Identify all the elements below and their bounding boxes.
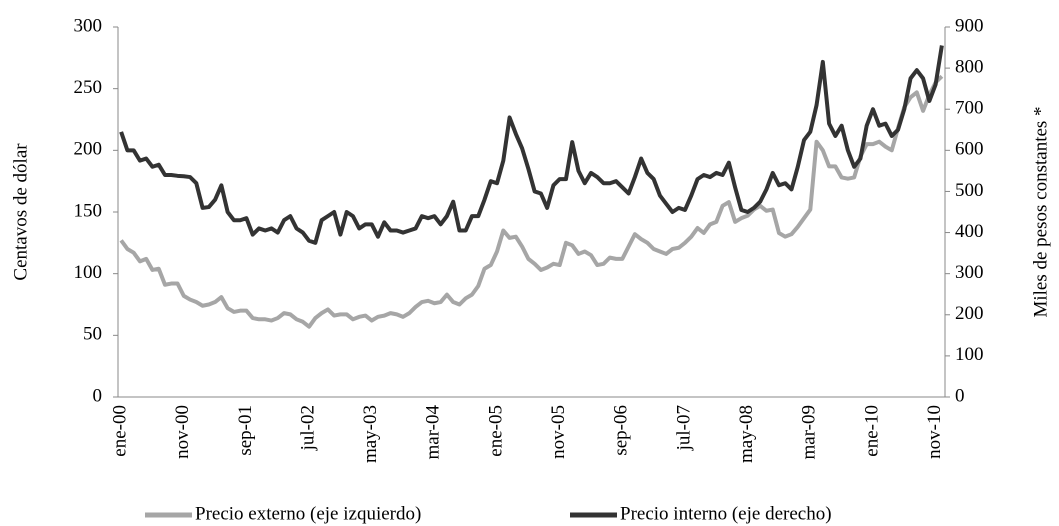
x-tick-label: nov-05 [548, 405, 569, 459]
x-tick-label: jul-07 [673, 405, 694, 451]
y-tick-label: 300 [74, 15, 103, 36]
x-tick-label: sep-06 [611, 405, 632, 456]
y2-tick-label: 200 [955, 303, 984, 324]
legend-label: Precio externo (eje izquierdo) [195, 503, 421, 524]
y2-tick-label: 700 [955, 98, 984, 119]
x-tick-label: nov-10 [924, 405, 945, 459]
y-tick-label: 50 [83, 324, 102, 345]
series-line [119, 74, 944, 329]
x-tick-label: may-08 [736, 405, 757, 463]
y2-tick-label: 500 [955, 180, 984, 201]
x-tick-label: jul-02 [297, 405, 318, 451]
x-tick-label: ene-00 [109, 405, 130, 457]
series-line [119, 45, 944, 245]
y2-tick-label: 900 [955, 15, 984, 36]
x-tick-label: sep-01 [235, 405, 256, 456]
x-tick-label: may-03 [360, 405, 381, 463]
y-axis-title: Centavos de dólar [10, 143, 31, 281]
x-tick-label: ene-05 [485, 405, 506, 457]
legend-label: Precio interno (eje derecho) [620, 503, 832, 524]
y2-axis-title: Miles de pesos constantes * [1030, 106, 1051, 317]
x-tick-label: mar-09 [799, 405, 820, 460]
y2-tick-label: 800 [955, 56, 984, 77]
y2-tick-label: 0 [955, 385, 965, 406]
x-tick-label: mar-04 [423, 405, 444, 460]
y2-tick-label: 100 [955, 344, 984, 365]
y-tick-label: 0 [93, 385, 103, 406]
y-tick-label: 250 [74, 77, 103, 98]
y-tick-label: 150 [74, 200, 103, 221]
x-tick-label: nov-00 [172, 405, 193, 459]
x-tick-label: ene-10 [861, 405, 882, 457]
y2-tick-label: 600 [955, 139, 984, 160]
y2-tick-label: 400 [955, 221, 984, 242]
y2-tick-label: 300 [955, 262, 984, 283]
y-tick-label: 100 [74, 262, 103, 283]
y-tick-label: 200 [74, 139, 103, 160]
